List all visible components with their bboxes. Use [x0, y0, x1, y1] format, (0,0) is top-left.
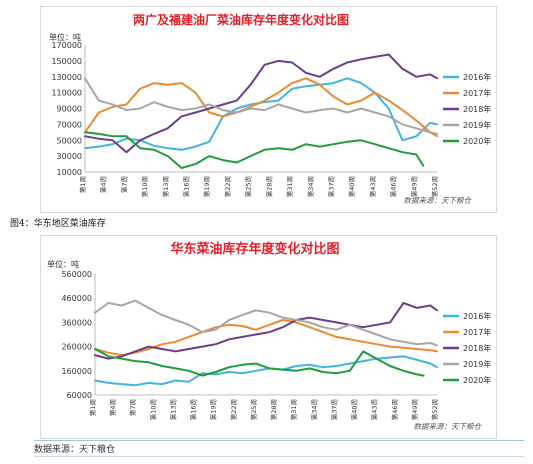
chart-title: 两广及福建油厂菜油库存年度变化对比图: [133, 12, 349, 27]
x-tick-label: 第49周: [409, 176, 418, 197]
x-tick-label: 第31周: [285, 176, 294, 197]
x-tick-label: 第7周: [119, 176, 128, 193]
unit-label: 单位：吨: [47, 259, 79, 269]
x-tick-label: 第13周: [161, 176, 170, 197]
x-tick-label: 第40周: [347, 176, 356, 197]
legend-label: 2019年: [463, 359, 491, 369]
series-line-2017年: [84, 77, 438, 138]
series-line-2018年: [84, 53, 438, 154]
x-tick-label: 第52周: [430, 176, 439, 197]
y-tick-label: 70000: [57, 120, 82, 129]
y-tick-label: 170000: [51, 41, 82, 50]
y-tick-label: 10000: [57, 168, 82, 177]
footer-divider: [34, 440, 524, 441]
y-tick-label: 110000: [51, 89, 82, 98]
x-tick-label: 第16周: [182, 176, 191, 197]
x-tick-label: 第46周: [389, 176, 398, 197]
legend-label: 2017年: [463, 327, 491, 337]
y-tick-label: 560000: [61, 270, 92, 279]
y-tick-label: 50000: [57, 136, 82, 145]
x-tick-label: 第28周: [264, 176, 273, 197]
legend-label: 2019年: [463, 120, 491, 130]
legend-label: 2016年: [463, 72, 491, 82]
legend-label: 2018年: [463, 104, 491, 114]
series-line-2019年: [94, 299, 438, 347]
x-tick-label: 第43周: [368, 176, 377, 197]
legend-label: 2017年: [463, 88, 491, 98]
x-tick-label: 第34周: [306, 176, 315, 197]
x-tick-label: 第4周: [108, 399, 117, 416]
x-tick-label: 第13周: [168, 399, 177, 420]
y-tick-label: 160000: [61, 367, 92, 376]
unit-label: 单位：吨: [49, 32, 81, 42]
x-tick-label: 第7周: [128, 399, 137, 416]
legend-label: 2016年: [463, 311, 491, 321]
series-line-2016年: [94, 355, 438, 387]
series-line-2016年: [84, 77, 438, 151]
x-tick-label: 第10周: [148, 399, 157, 420]
x-tick-label: 第37周: [329, 399, 338, 420]
x-tick-label: 第16周: [189, 399, 198, 420]
legend-label: 2020年: [463, 136, 491, 146]
chart-source: 数据来源：天下粮仓: [414, 422, 483, 431]
x-tick-label: 第49周: [410, 399, 419, 420]
y-tick-label: 130000: [51, 73, 82, 82]
legend-label: 2018年: [463, 343, 491, 353]
chart-source: 数据来源：天下粮仓: [404, 196, 473, 205]
y-tick-label: 150000: [51, 57, 82, 66]
chart-title: 华东菜油库存年度变化对比图: [170, 241, 339, 257]
x-tick-label: 第52周: [430, 399, 439, 420]
series-line-2020年: [84, 131, 425, 169]
y-tick-label: 260000: [61, 343, 92, 352]
series-line-2020年: [94, 348, 425, 377]
x-tick-label: 第34周: [309, 399, 318, 420]
x-tick-label: 第19周: [202, 176, 211, 197]
x-tick-label: 第4周: [99, 176, 108, 193]
x-tick-label: 第43周: [370, 399, 379, 420]
x-tick-label: 第10周: [140, 176, 149, 197]
x-tick-label: 第22周: [223, 176, 232, 197]
x-tick-label: 第31周: [289, 399, 298, 420]
footer-source: 数据来源：天下粮仓: [34, 445, 116, 455]
legend-label: 2020年: [463, 375, 491, 385]
chart-panel-south: 两广及福建油厂菜油库存年度变化对比图单位：吨 10000 30000 50000 700…: [40, 6, 497, 213]
x-tick-label: 第25周: [249, 399, 258, 420]
series-line-2018年: [94, 302, 438, 360]
x-tick-label: 第1周: [78, 176, 87, 193]
x-tick-label: 第37周: [326, 176, 335, 197]
x-tick-label: 第22周: [229, 399, 238, 420]
footer-divider-bottom: [34, 456, 524, 457]
series-line-2019年: [84, 77, 438, 135]
figure-caption: 图4：华东地区菜油库存: [10, 219, 106, 229]
y-tick-label: 30000: [57, 152, 82, 161]
y-tick-label: 90000: [57, 105, 82, 114]
y-tick-label: 60000: [67, 391, 92, 400]
x-tick-label: 第46周: [390, 399, 399, 420]
y-tick-label: 360000: [61, 318, 92, 327]
x-tick-label: 第19周: [209, 399, 218, 420]
x-tick-label: 第28周: [269, 399, 278, 420]
chart-panel-east: 华东菜油库存年度变化对比图单位：吨 60000 160000 260000 360000…: [40, 235, 497, 439]
x-tick-label: 第25周: [244, 176, 253, 197]
x-tick-label: 第1周: [88, 399, 97, 416]
y-tick-label: 460000: [61, 294, 92, 303]
x-tick-label: 第40周: [350, 399, 359, 420]
